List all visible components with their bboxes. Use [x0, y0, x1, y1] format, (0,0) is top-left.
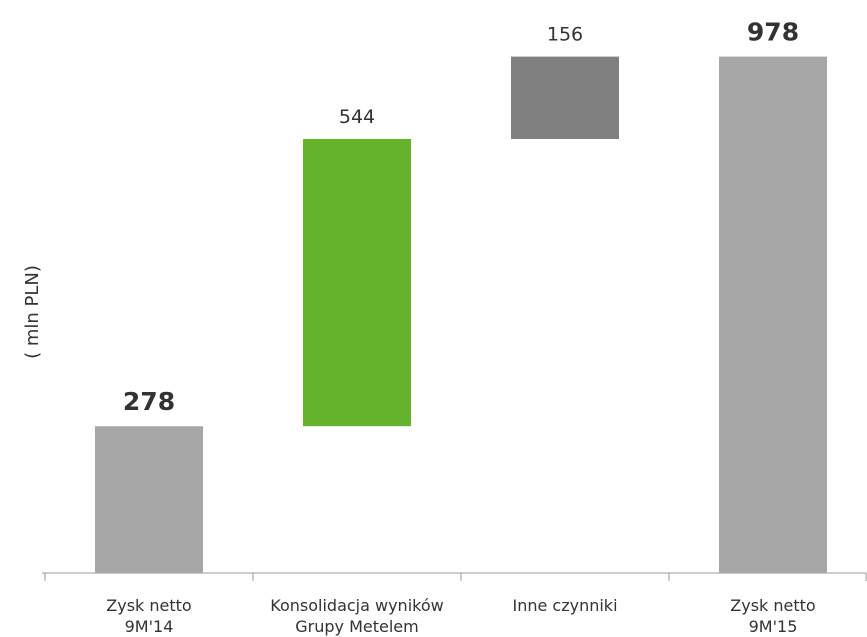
bar [303, 138, 411, 427]
value-label: 544 [339, 106, 375, 128]
x-tick-label: 9M'14 [125, 617, 174, 636]
x-tick-label: Grupy Metelem [295, 617, 418, 636]
y-axis-label: ( mln PLN) [22, 265, 43, 359]
value-label: 278 [123, 387, 175, 416]
x-tick-label: Inne czynniki [512, 596, 617, 615]
value-label: 156 [547, 24, 583, 46]
value-label: 978 [747, 18, 799, 47]
x-tick-label: 9M'15 [749, 617, 798, 636]
bar [511, 56, 619, 139]
x-tick-label: Zysk netto [106, 596, 191, 615]
bar [719, 56, 827, 573]
x-tick-label: Konsolidacja wyników [270, 596, 443, 615]
bar [95, 426, 203, 573]
x-tick-label: Zysk netto [730, 596, 815, 615]
